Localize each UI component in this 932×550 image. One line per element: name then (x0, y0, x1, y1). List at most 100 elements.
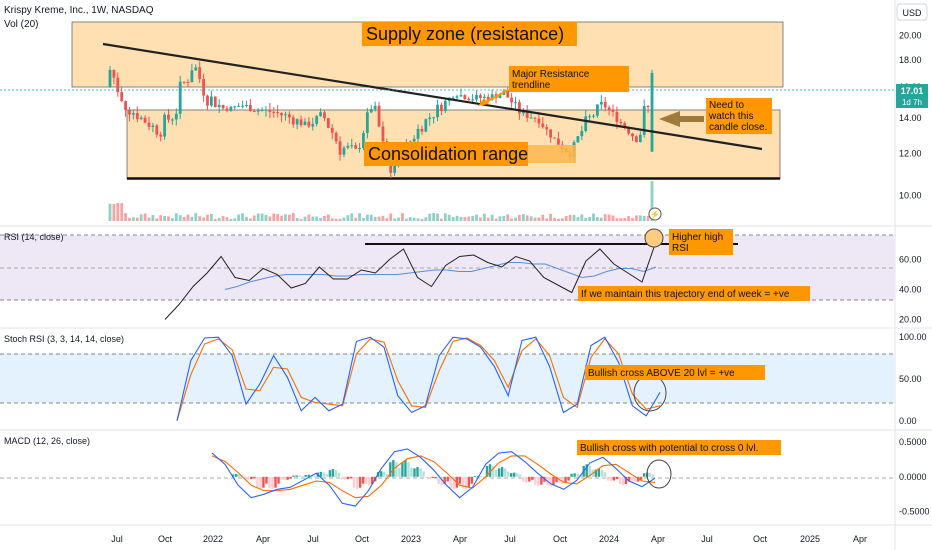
currency-button[interactable] (896, 3, 928, 21)
macd-histogram-bar (253, 476, 256, 479)
macd-histogram-bar (509, 473, 513, 477)
volume-bar (560, 218, 564, 221)
volume-bar (381, 215, 385, 221)
volume-bar (167, 216, 170, 221)
candle-body (252, 111, 256, 113)
macd-histogram-bar (612, 476, 616, 481)
macd-histogram-bar (250, 476, 253, 480)
watch-candle-callout[interactable] (706, 98, 772, 134)
macd-histogram-bar (615, 476, 619, 480)
candle-body (248, 104, 252, 112)
macd-histogram-bar (419, 468, 422, 477)
price-tick-label: 12.00 (899, 149, 922, 159)
candle-body (631, 133, 634, 137)
volume-bar (576, 217, 580, 221)
candle-body (280, 112, 283, 116)
candle-body (467, 98, 471, 101)
volume-bar (498, 216, 502, 221)
resistance-trendline[interactable] (102, 42, 763, 151)
macd-histogram-bar (307, 474, 310, 477)
volume-bar (592, 213, 595, 221)
volume-bar (346, 215, 350, 221)
macd-histogram-bar (247, 476, 250, 480)
volume-bar (619, 218, 623, 221)
volume-bar (603, 214, 607, 221)
candle-body (619, 121, 623, 124)
volume-bar (334, 218, 338, 221)
volume-bar (607, 214, 611, 221)
candle-body (155, 125, 159, 135)
macd-histogram-bar (404, 460, 407, 477)
higher-high-callout[interactable] (669, 229, 733, 255)
volume-bar (393, 218, 397, 221)
macd-histogram-bar (467, 476, 471, 488)
candle-body (284, 114, 287, 116)
volume-bar (564, 216, 568, 221)
stoch-cross-callout[interactable] (585, 365, 765, 380)
candle-body (241, 105, 244, 107)
major-resistance-text: Major Resistance trendline (512, 69, 590, 91)
time-tick-label: Apr (256, 534, 270, 544)
supply-zone-callout[interactable] (362, 22, 577, 46)
candle-body (576, 136, 580, 143)
volume-bar (307, 214, 311, 221)
volume-bar (510, 218, 514, 221)
candle-body (354, 145, 358, 149)
volume-bar (248, 218, 252, 221)
macd-histogram-bar (597, 468, 600, 477)
candle-body (506, 91, 510, 98)
macd-histogram-bar (449, 476, 452, 488)
macd-histogram-bar (256, 476, 259, 488)
macd-histogram-bar (528, 476, 531, 482)
volume-bar (190, 216, 194, 221)
volume-bar (436, 213, 439, 221)
macd-histogram-bar (313, 475, 316, 477)
major-resistance-arrow (483, 89, 509, 104)
macd-histogram-bar (304, 474, 307, 477)
major-resistance-callout[interactable] (509, 66, 629, 92)
macd-histogram-bar (452, 476, 455, 490)
macd-histogram-bar (434, 476, 437, 478)
stoch-d-line (176, 337, 661, 421)
macd-histogram-bar (280, 476, 283, 480)
candle-body (596, 104, 599, 116)
candle-body (276, 112, 280, 114)
macd-histogram-bar (346, 476, 350, 480)
candle-body (131, 113, 135, 115)
candle-body (373, 105, 377, 110)
volume-bar (159, 215, 163, 221)
candle-body (190, 70, 194, 83)
watch-candle-text: Need to watch this candle close. (708, 100, 767, 133)
macd-histogram-bar (262, 476, 265, 488)
macd-histogram-bar (322, 472, 326, 477)
macd-histogram-bar (485, 465, 489, 477)
macd-cross-callout[interactable] (577, 440, 781, 455)
candle-body (326, 118, 330, 128)
volume-bar (568, 214, 572, 221)
candle-body (163, 114, 166, 137)
volume-bar (631, 217, 634, 221)
trajectory-callout[interactable] (578, 286, 810, 301)
time-tick-label: Jul (111, 534, 123, 544)
candle-body (580, 131, 584, 137)
volume-bar (326, 214, 330, 221)
candle-body (342, 147, 346, 155)
macd-histogram-bar (600, 469, 604, 477)
candle-body (381, 126, 385, 142)
candle-body (537, 118, 541, 124)
earnings-icon[interactable] (648, 207, 662, 221)
macd-histogram-bar (407, 462, 410, 477)
macd-histogram-bar (491, 465, 495, 477)
candle-body (307, 121, 311, 127)
macd-cross-text: Bullish cross with potential to cross 0 … (580, 443, 758, 454)
candle-body (186, 81, 190, 83)
volume-bar (373, 216, 377, 221)
consolidation-callout[interactable] (364, 142, 528, 166)
time-tick-label: Apr (853, 534, 867, 544)
candle-body (213, 96, 217, 108)
volume-bar (525, 215, 529, 221)
macd-histogram-bar (627, 476, 631, 482)
volume-bar (252, 215, 256, 221)
candle-body (642, 106, 646, 135)
macd-histogram-bar (512, 472, 516, 477)
